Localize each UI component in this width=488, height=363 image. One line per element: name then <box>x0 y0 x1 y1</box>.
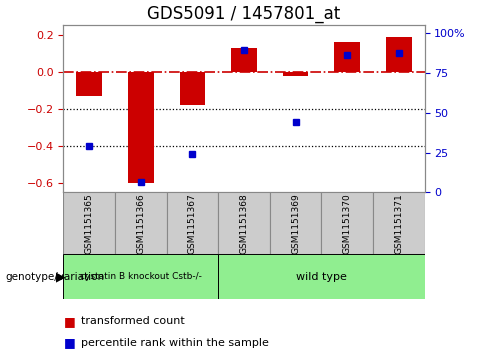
Text: GSM1151371: GSM1151371 <box>394 193 403 254</box>
Bar <box>283 72 308 76</box>
Bar <box>115 192 166 254</box>
Bar <box>270 192 322 254</box>
Bar <box>166 192 218 254</box>
Bar <box>218 192 270 254</box>
Bar <box>128 72 154 183</box>
Bar <box>180 72 205 105</box>
Text: GSM1151368: GSM1151368 <box>240 193 248 254</box>
Text: GSM1151365: GSM1151365 <box>85 193 94 254</box>
Bar <box>322 192 373 254</box>
Text: transformed count: transformed count <box>81 316 184 326</box>
Text: ■: ■ <box>63 337 75 350</box>
Text: GSM1151366: GSM1151366 <box>136 193 145 254</box>
Text: genotype/variation: genotype/variation <box>5 272 104 282</box>
Text: wild type: wild type <box>296 272 347 282</box>
Text: percentile rank within the sample: percentile rank within the sample <box>81 338 268 348</box>
Text: GSM1151367: GSM1151367 <box>188 193 197 254</box>
Bar <box>334 42 360 72</box>
Text: cystatin B knockout Cstb-/-: cystatin B knockout Cstb-/- <box>80 272 202 281</box>
Text: GSM1151369: GSM1151369 <box>291 193 300 254</box>
Bar <box>63 192 115 254</box>
Text: ▶: ▶ <box>56 270 66 283</box>
Bar <box>218 254 425 299</box>
Bar <box>373 192 425 254</box>
Bar <box>63 254 218 299</box>
Title: GDS5091 / 1457801_at: GDS5091 / 1457801_at <box>147 5 341 23</box>
Bar <box>76 72 102 96</box>
Text: GSM1151370: GSM1151370 <box>343 193 352 254</box>
Bar <box>231 48 257 72</box>
Bar <box>386 37 412 72</box>
Text: ■: ■ <box>63 315 75 328</box>
